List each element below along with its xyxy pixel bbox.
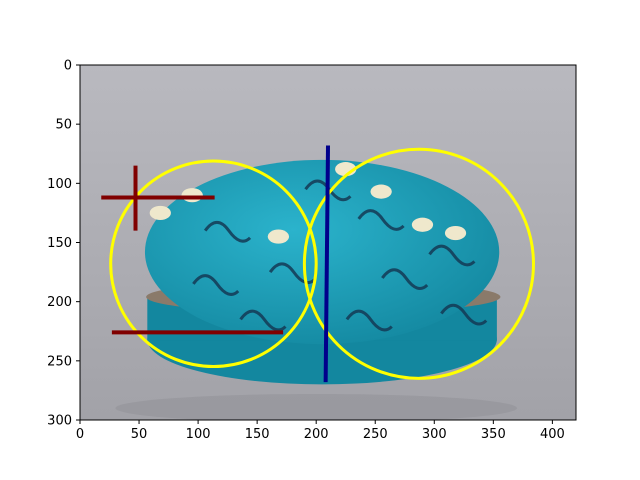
glaze-pattern-scroll xyxy=(192,274,240,296)
x-tick-label: 0 xyxy=(76,427,84,442)
x-tick-label: 200 xyxy=(304,427,329,442)
x-tick-label: 150 xyxy=(245,427,270,442)
x-tick-label: 300 xyxy=(422,427,447,442)
x-axis: 0 50 100 150 200 250 300 350 400 xyxy=(76,420,565,442)
x-tick-label: 250 xyxy=(363,427,388,442)
glaze-pattern-scroll xyxy=(381,268,429,291)
glaze-blossom xyxy=(149,205,171,221)
x-tick-label: 400 xyxy=(540,427,565,442)
box-shadow xyxy=(115,393,517,420)
glaze-pattern-scroll xyxy=(345,309,393,332)
y-tick-label: 250 xyxy=(47,354,72,369)
box-lid xyxy=(144,159,500,345)
glaze-pattern-scroll xyxy=(268,262,317,285)
x-tick-label: 50 xyxy=(131,427,148,442)
glaze-blossom xyxy=(444,225,467,241)
y-tick-label: 100 xyxy=(47,177,72,192)
glaze-pattern-scroll xyxy=(440,303,488,326)
annotation-circle-1 xyxy=(109,159,318,369)
plot-area xyxy=(80,65,576,420)
y-tick-label: 300 xyxy=(47,414,72,429)
x-tick-label: 350 xyxy=(481,427,506,442)
y-tick-label: 0 xyxy=(64,59,72,74)
y-tick-label: 50 xyxy=(55,118,72,133)
glaze-blossom xyxy=(411,217,434,232)
glaze-blossom xyxy=(267,229,290,244)
x-tick-label: 100 xyxy=(186,427,211,442)
glaze-pattern-scroll xyxy=(357,209,405,231)
glaze-pattern-scroll xyxy=(239,309,287,332)
y-axis: 0 50 100 150 200 250 300 xyxy=(47,59,80,429)
annotation-layer xyxy=(101,145,535,383)
glaze-pattern-scroll xyxy=(203,220,252,243)
annotation-circle-2 xyxy=(302,147,535,380)
glaze-pattern-scroll xyxy=(428,244,476,267)
y-tick-label: 150 xyxy=(47,236,72,251)
porcelain-box-image xyxy=(115,159,517,420)
annotation-line-4 xyxy=(323,145,330,383)
glaze-blossom xyxy=(181,188,203,203)
y-tick-label: 200 xyxy=(47,295,72,310)
glaze-blossom xyxy=(370,184,392,199)
